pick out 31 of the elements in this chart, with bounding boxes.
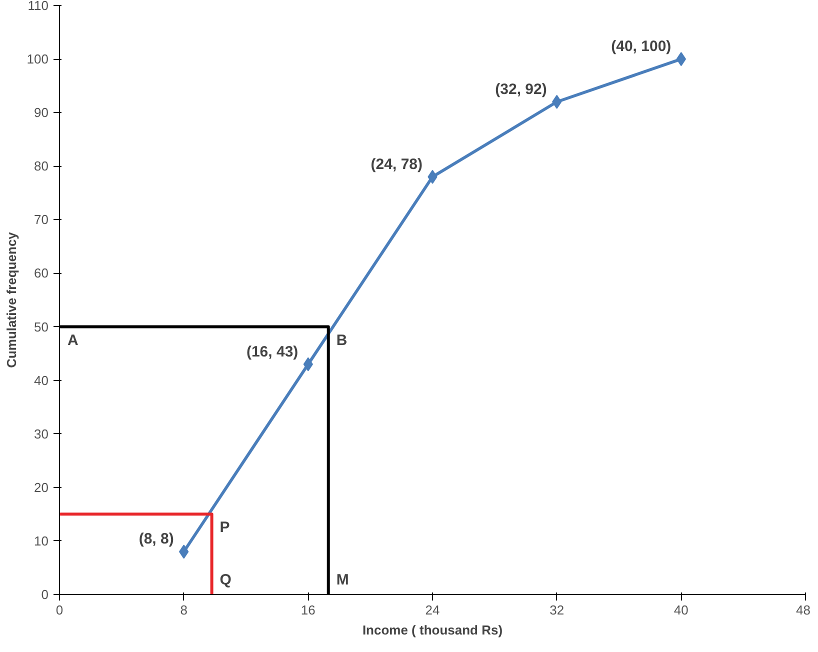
x-tick-label: 16 [300,602,316,618]
y-tick-label: 40 [34,372,49,388]
annotation: (16, 43) [246,343,298,360]
annotation: M [336,572,349,588]
annotation: (8, 8) [138,530,174,548]
y-tick-label: 90 [34,105,49,120]
y-tick-label: 0 [41,587,49,602]
x-tick-label: 32 [550,602,564,618]
y-tick-label: 110 [28,0,49,13]
x-tick-label: 48 [796,602,811,618]
y-tick-label: 30 [34,426,49,442]
annotation: Q [220,572,232,588]
y-tick-label: 70 [34,212,49,228]
annotation: B [336,332,348,349]
annotation: P [220,519,230,536]
x-tick-label: 24 [425,602,440,618]
annotation: A [68,332,78,349]
y-tick-label: 20 [34,480,49,495]
y-tick-label: 10 [34,533,49,548]
x-tick-label: 0 [56,602,64,618]
x-axis-title: Income ( thousand Rs) [362,622,503,638]
x-tick-label: 40 [674,602,688,618]
y-tick-label: 60 [34,266,49,281]
annotation: (40, 100) [611,38,672,56]
annotation: (32, 92) [495,80,547,98]
y-tick-label: 80 [34,158,49,174]
y-tick-label: 100 [26,52,49,67]
y-tick-label: 50 [34,319,49,334]
x-tick-label: 8 [180,602,188,618]
y-axis-title: Cumulative frequency [4,231,19,368]
annotation: (24, 78) [370,156,423,173]
